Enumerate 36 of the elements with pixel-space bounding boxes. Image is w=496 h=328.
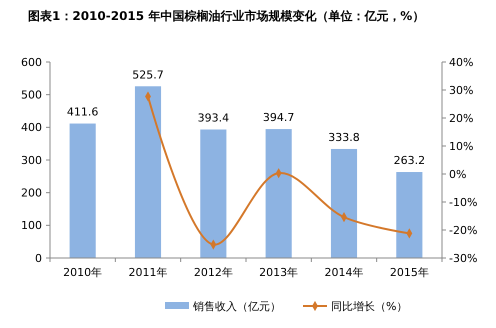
bar [70, 124, 96, 258]
y-tick-label: 500 [21, 88, 42, 102]
legend-label: 销售收入（亿元） [192, 300, 281, 313]
y2-tick-label: 40% [449, 56, 474, 69]
data-label: 525.7 [132, 68, 164, 82]
x-tick-label: 2014年 [324, 266, 364, 279]
y2-tick-label: -30% [449, 252, 478, 265]
data-label: 333.8 [328, 130, 360, 144]
bar [200, 129, 226, 258]
y-tick-label: 200 [21, 186, 42, 200]
x-tick-label: 2015年 [390, 266, 429, 279]
y2-tick-label: -10% [449, 196, 478, 209]
y2-tick-label: 20% [449, 112, 474, 125]
data-label: 393.4 [198, 111, 230, 124]
y-tick-label: 400 [21, 121, 42, 134]
bar [330, 148, 358, 258]
y2-tick-label: -20% [449, 224, 478, 237]
y-tick-label: 600 [21, 56, 42, 69]
legend-label: 同比增长（%） [331, 300, 408, 313]
x-tick-label: 2010年 [63, 266, 102, 279]
y-tick-label: 300 [21, 154, 42, 167]
y2-tick-label: 30% [449, 84, 474, 97]
x-tick-label: 2013年 [259, 266, 298, 279]
x-tick-label: 2012年 [194, 266, 233, 279]
y2-tick-label: 0% [449, 168, 466, 181]
data-label: 411.6 [66, 106, 98, 119]
chart-title: 图表1：2010-2015 年中国棕榈油行业市场规模变化（单位：亿元，%） [28, 9, 424, 23]
data-label: 394.7 [262, 111, 294, 124]
data-label: 263.2 [394, 154, 426, 168]
x-tick-label: 2011年 [128, 266, 168, 279]
bar [266, 129, 292, 258]
y-tick-label: 0 [35, 252, 42, 265]
y-tick-label: 100 [21, 219, 42, 232]
bar [134, 86, 162, 258]
bar [396, 172, 422, 258]
y2-tick-label: 10% [449, 140, 474, 153]
